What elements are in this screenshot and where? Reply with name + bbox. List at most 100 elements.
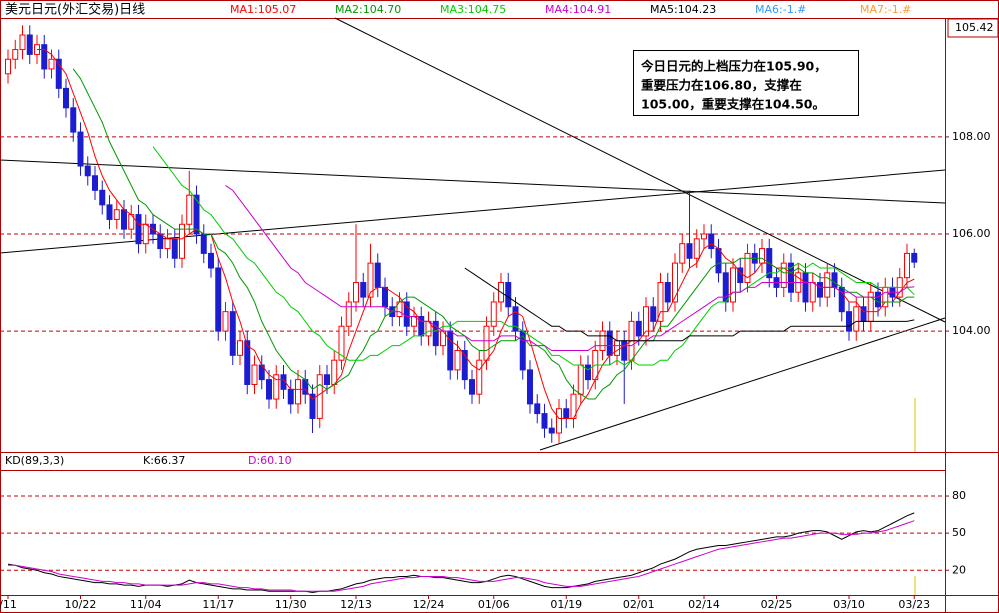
trend-lines: [0, 17, 946, 595]
candle-body: [113, 209, 120, 220]
kd-title: KD(89,3,3): [5, 454, 64, 467]
candle-body: [708, 233, 715, 250]
candle-body: [599, 330, 606, 351]
candle-body: [701, 233, 707, 240]
x-tick-label: 12/13: [340, 598, 372, 611]
candle-body: [527, 369, 533, 405]
candle-body: [99, 189, 106, 206]
candle-body: [788, 262, 794, 293]
candle-body: [200, 233, 207, 254]
candle-body: [809, 282, 816, 303]
series-line: [225, 185, 915, 351]
candle-body: [461, 349, 468, 381]
candle-body: [454, 349, 461, 371]
candle-body: [672, 262, 678, 303]
candle-body: [92, 175, 98, 191]
legend-entry: D:60.10: [248, 454, 292, 467]
candle-body: [19, 34, 26, 51]
annotation-line: 重要压力在106.80，支撑在: [641, 78, 802, 93]
candle-body: [686, 243, 693, 259]
candle-body: [693, 238, 700, 259]
candle-body: [179, 223, 185, 259]
legend-entry: MA2:104.70: [335, 3, 401, 16]
x-tick-label: 11/17: [202, 598, 234, 611]
y-tick-label: 104.00: [952, 324, 991, 337]
candle-body: [5, 58, 11, 75]
candle-body: [548, 427, 555, 434]
candle-body: [121, 209, 127, 230]
candle-body: [512, 306, 519, 332]
candle-body: [664, 282, 671, 303]
candle-body: [403, 301, 410, 327]
series-line: [464, 267, 915, 342]
candle-body: [171, 238, 178, 259]
candle-body: [280, 374, 287, 390]
candle-body: [331, 359, 338, 385]
x-tick-label: 11/04: [130, 598, 162, 611]
candle-body: [824, 272, 831, 298]
x-tick-label: 10/22: [65, 598, 97, 611]
candle-body: [541, 413, 548, 429]
candle-body: [374, 262, 381, 288]
candle-body: [802, 272, 809, 303]
candle-body: [106, 204, 113, 220]
candle-body: [780, 262, 787, 288]
annotation: 今日日元的上档压力在105.90， 重要压力在106.80，支撑在 105.00…: [633, 50, 859, 116]
x-tick-label: 01/06: [478, 598, 510, 611]
candle-body: [215, 267, 222, 332]
last-price-box: [947, 18, 999, 38]
candle-body: [476, 359, 483, 395]
series-line: [72, 68, 915, 400]
candle-body: [135, 214, 142, 245]
candle-body: [657, 282, 664, 322]
candle-body: [229, 311, 236, 356]
candle-body: [606, 330, 613, 356]
candle-body: [621, 340, 628, 361]
candle-body: [759, 248, 765, 264]
candle-body: [287, 388, 294, 405]
candle-body: [904, 252, 910, 279]
y-tick-label: 108.00: [952, 130, 991, 143]
legend-entry: MA7:-1.#: [860, 3, 911, 16]
candle-body: [208, 252, 214, 269]
candle-body: [295, 379, 301, 405]
candle-body: [273, 374, 280, 400]
trend-line: [539, 317, 946, 451]
candle-body: [41, 44, 48, 70]
x-tick-label: 02/25: [761, 598, 793, 611]
candle-body: [345, 301, 352, 327]
candle-body: [324, 374, 330, 385]
annotation-box: [633, 50, 859, 116]
trend-line: [0, 159, 946, 204]
candle-body: [237, 340, 243, 356]
x-tick-label: 03/10: [833, 598, 865, 611]
annotation-line: 105.00，重要支撑在104.50。: [641, 97, 825, 112]
candle-body: [266, 379, 272, 400]
candle-body: [715, 248, 722, 274]
candle-body: [84, 165, 91, 177]
legend-entry: K:66.37: [143, 454, 185, 467]
candle-body: [77, 131, 84, 167]
candle-body: [316, 374, 323, 419]
candle-body: [679, 243, 686, 264]
legend-entry: MA1:105.07: [230, 3, 296, 16]
candle-body: [353, 282, 359, 303]
chart-title: 美元日元(外汇交易)日线: [5, 2, 145, 18]
trend-line: [334, 17, 946, 323]
last-price: 105.42: [955, 21, 994, 34]
candle-body: [222, 311, 229, 332]
candle-body: [360, 282, 367, 298]
candle-body: [911, 252, 918, 263]
x-tick-label: /11: [0, 598, 17, 611]
y-tick-label: 20: [952, 563, 966, 576]
legend-entry: MA5:104.23: [650, 3, 716, 16]
candle-body: [447, 330, 454, 371]
candle-body: [875, 291, 881, 308]
candle-body: [432, 320, 439, 347]
candle-body: [70, 107, 77, 133]
candle-body: [490, 301, 497, 327]
legend-entry: MA3:104.75: [440, 3, 506, 16]
candle-body: [585, 364, 591, 381]
candle-body: [244, 340, 251, 385]
